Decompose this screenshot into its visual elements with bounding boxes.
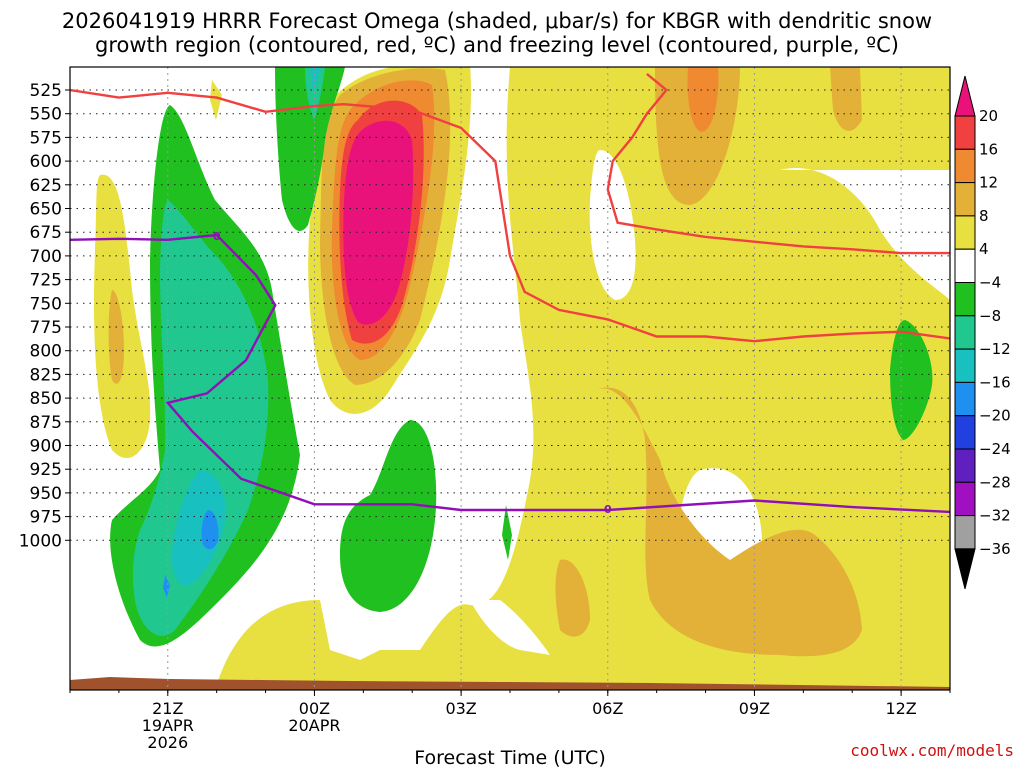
colorbar-segment <box>954 282 976 317</box>
colorbar-bottom-arrow <box>954 548 976 590</box>
grid-lines <box>70 67 950 690</box>
colorbar-label: 20 <box>979 107 998 125</box>
omega-gap-white-right <box>780 168 950 300</box>
y-tick-label: 850 <box>30 389 62 409</box>
colorbar-label: −20 <box>979 407 1011 425</box>
colorbar-segment <box>954 182 976 217</box>
dendritic-growth-contour-upper <box>606 72 950 255</box>
omega-gap-white-upper <box>589 150 636 300</box>
omega-fill-neg16-west <box>201 510 219 550</box>
colorbar-label: −36 <box>979 540 1011 558</box>
omega-fill-neg16-spot <box>163 575 170 598</box>
omega-fill-4-left-lobe <box>93 174 151 459</box>
colorbar-segment <box>954 315 976 350</box>
omega-gap-white-bottom-left <box>320 600 400 660</box>
colorbar: 20 16 12 8 4 −4 −8 −12 −16 −20 −24 −28 −32 −36 <box>954 75 1011 590</box>
colorbar-label: −24 <box>979 440 1011 458</box>
colorbar-label: −8 <box>979 307 1001 325</box>
omega-fill-neg8-west <box>132 200 269 636</box>
colorbar-label: 4 <box>979 240 989 258</box>
omega-fill-8-left <box>108 290 124 384</box>
colorbar-segment <box>954 148 976 184</box>
y-tick-label: 925 <box>30 460 62 480</box>
omega-fill-neg4-mid <box>340 420 437 612</box>
colorbar-segment <box>954 215 976 250</box>
y-tick-label: 750 <box>30 294 62 314</box>
omega-fill-8-top-right <box>655 67 740 205</box>
colorbar-label: −32 <box>979 507 1011 525</box>
y-tick-label: 700 <box>30 247 62 267</box>
x-tick-label: 00Z <box>299 699 330 718</box>
y-tick-label: 600 <box>30 152 62 172</box>
colorbar-top-arrow <box>954 75 976 117</box>
credit-text: coolwx.com/models <box>850 741 1014 760</box>
freezing-level-label: 0 <box>213 230 221 243</box>
x-tick-label: 09Z <box>739 699 770 718</box>
colorbar-segment <box>954 381 976 417</box>
omega-fill-neg12-top <box>310 67 320 92</box>
y-tick-label: 975 <box>30 508 62 528</box>
y-tick-label: 950 <box>30 484 62 504</box>
colorbar-segment <box>954 515 976 550</box>
y-tick-label: 525 <box>30 81 62 101</box>
colorbar-segment <box>954 115 976 150</box>
x-tick-label: 19APR <box>142 716 194 735</box>
colorbar-label: 12 <box>979 174 998 192</box>
terrain-ground <box>70 677 950 690</box>
colorbar-label: −28 <box>979 473 1011 491</box>
colorbar-segment <box>954 415 976 450</box>
y-tick-label: 675 <box>30 223 62 243</box>
dendritic-growth-contour-lower <box>70 88 950 343</box>
omega-shading <box>70 67 950 690</box>
freezing-level-contour <box>70 233 950 514</box>
omega-fill-20-core <box>343 120 414 325</box>
omega-fill-8-mid-band <box>595 387 862 657</box>
omega-gap-white-lower <box>470 600 550 655</box>
y-axis: 525 550 575 600 625 650 675 700 725 750 775 800 825 8… <box>19 81 70 551</box>
colorbar-label: −16 <box>979 373 1011 391</box>
chart-title-line-2: growth region (contoured, red, ºC) and f… <box>95 33 899 57</box>
y-tick-label: 550 <box>30 105 62 125</box>
omega-fill-neg4-tiny <box>502 505 512 560</box>
y-tick-label: 725 <box>30 271 62 291</box>
omega-fill-8-top-far-right <box>830 67 862 131</box>
x-axis-label: Forecast Time (UTC) <box>414 747 605 768</box>
y-tick-label: 650 <box>30 200 62 220</box>
colorbar-label: −4 <box>979 274 1001 292</box>
y-tick-label: 625 <box>30 176 62 196</box>
colorbar-segment <box>954 248 976 283</box>
chart-title-line-1: 2026041919 HRRR Forecast Omega (shaded, … <box>62 9 932 33</box>
y-tick-label: 825 <box>30 365 62 385</box>
y-tick-label: 800 <box>30 342 62 362</box>
y-tick-label: 875 <box>30 413 62 433</box>
x-tick-label: 12Z <box>885 699 916 718</box>
y-tick-label: 775 <box>30 318 62 338</box>
x-tick-label: 21Z <box>152 699 183 718</box>
x-tick-label: 2026 <box>147 733 188 752</box>
y-tick-label: 1000 <box>19 531 62 551</box>
contour-lines: 00 <box>70 72 950 516</box>
x-tick-label: 20APR <box>288 716 340 735</box>
omega-fill-neg12-west <box>171 470 226 586</box>
omega-fill-4-upper-right <box>215 67 950 690</box>
x-tick-label: 03Z <box>445 699 476 718</box>
freezing-level-label: 0 <box>604 503 612 516</box>
colorbar-segment <box>954 481 976 517</box>
colorbar-label: 8 <box>979 207 989 225</box>
x-tick-label: 06Z <box>592 699 623 718</box>
colorbar-segment <box>954 348 976 383</box>
colorbar-segment <box>954 448 976 483</box>
y-tick-label: 900 <box>30 437 62 457</box>
omega-fill-8-lower-center <box>555 559 590 637</box>
colorbar-label: 16 <box>979 140 998 158</box>
colorbar-label: −12 <box>979 340 1011 358</box>
omega-fill-12-top-right <box>687 67 719 132</box>
y-tick-label: 575 <box>30 128 62 148</box>
omega-fill-neg4-east <box>890 320 933 440</box>
